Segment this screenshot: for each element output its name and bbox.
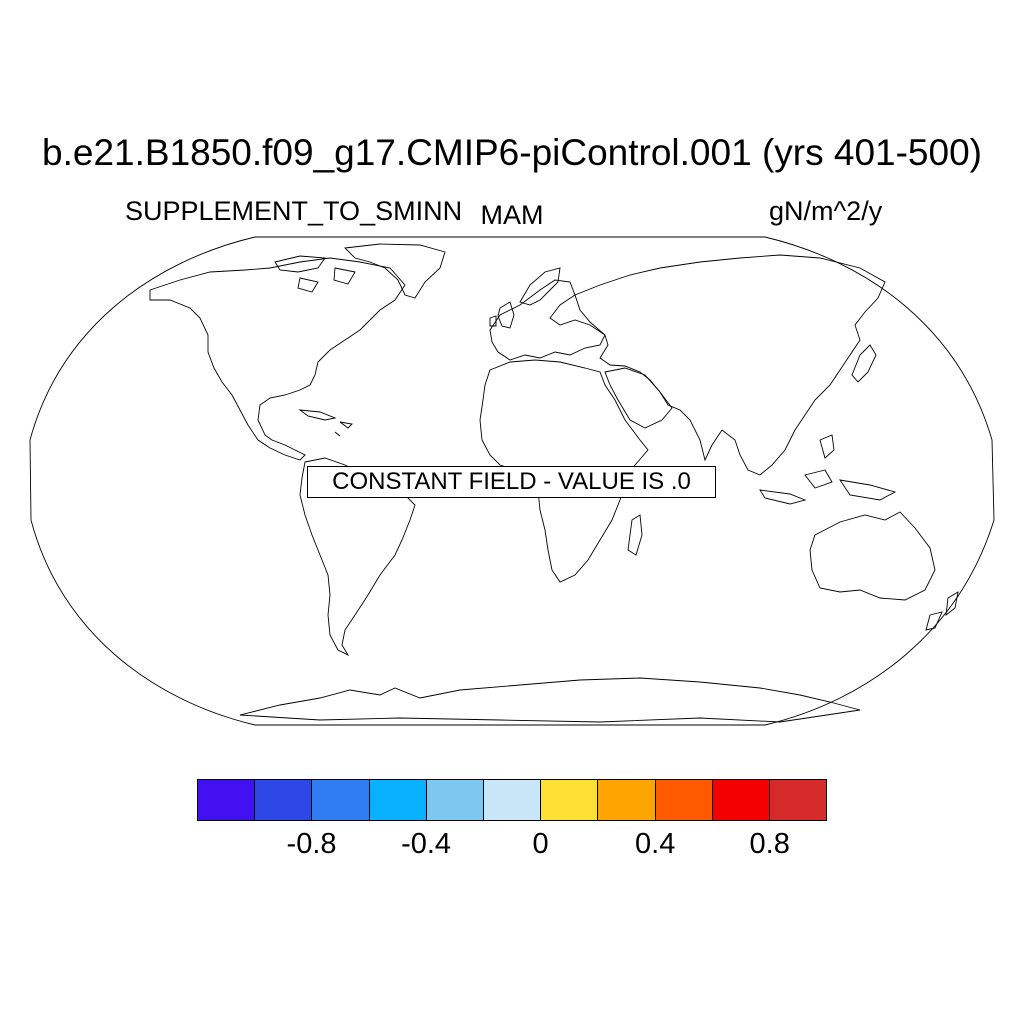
colorbar-box [712,780,770,820]
colorbar-tick-label: 0.4 [635,828,676,860]
coastline-arctic-islands [274,255,356,293]
coastline-new-zealand [925,591,959,631]
colorbar-labels: -0.8 -0.4 0 0.4 0.8 [197,828,827,868]
coastline-madagascar [627,514,643,556]
coastline-caribbean [298,409,353,437]
coastline-british-isles [489,301,515,329]
coastline-europe [489,279,606,361]
colorbar-box [598,780,656,820]
colorbar-box [198,780,256,820]
coastline-indonesia [759,434,897,505]
plot-title: b.e21.B1850.f09_g17.CMIP6-piControl.001 … [42,132,982,173]
colorbar-tick-label: -0.8 [286,828,337,860]
variable-name: SUPPLEMENT_TO_SMINN [125,196,463,226]
colorbar-box [369,780,427,820]
colorbar-box [769,780,827,820]
colorbar-box [655,780,713,820]
season-label: MAM [480,200,544,230]
colorbar-box [541,780,599,820]
coastline-scandinavia [519,267,561,306]
colorbar-box [483,780,542,820]
units-label: gN/m^2/y [769,196,883,226]
colorbar-tick-label: -0.4 [401,828,452,860]
map-frame [29,236,995,726]
coastline-north-america [149,257,406,461]
coastline-asia [574,254,886,476]
coastline-australia [809,511,936,601]
coastline-greenland [344,243,446,299]
colorbar-tick-label: 0.8 [749,828,790,860]
colorbar [197,779,827,821]
coastline-antarctica [239,677,861,723]
coastline-japan [851,344,877,383]
colorbar-box [312,780,370,820]
constant-field-message: CONSTANT FIELD - VALUE IS .0 [307,466,716,498]
coastline-arabia [604,367,673,429]
colorbar-box [255,780,313,820]
coastline-africa [479,359,649,583]
colorbar-tick-label: 0 [532,828,549,860]
colorbar-box [426,780,484,820]
